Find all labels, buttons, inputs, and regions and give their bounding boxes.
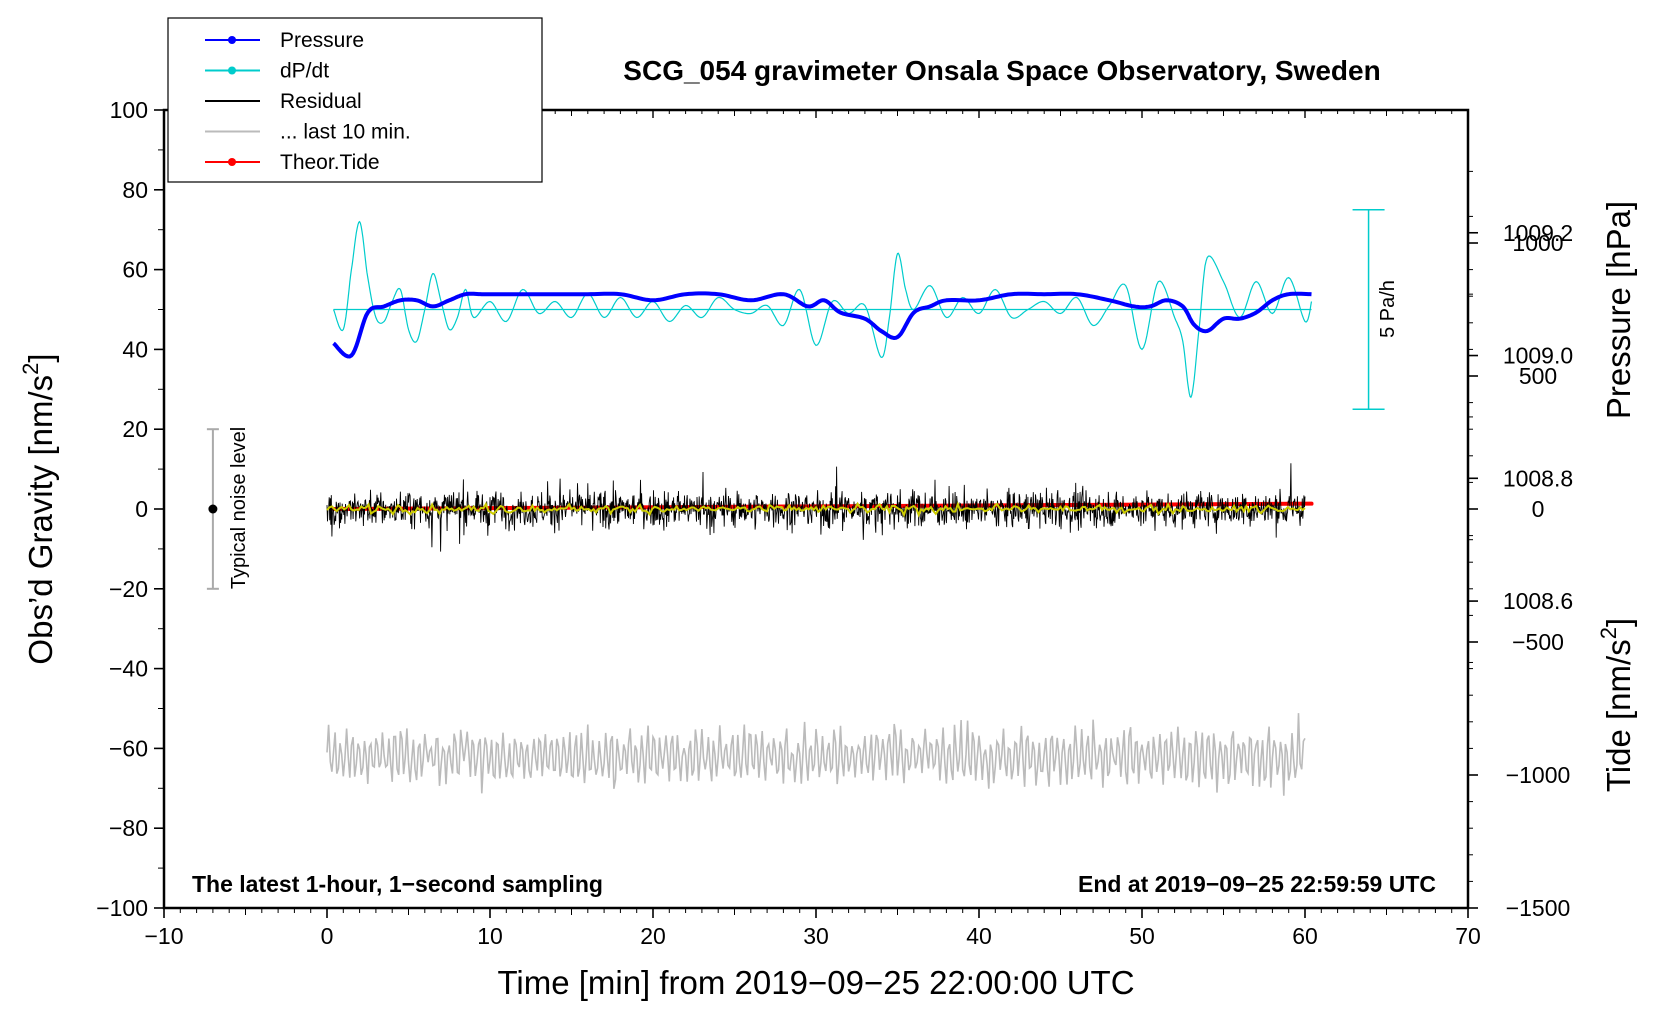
- pressure-series: [332, 291, 1313, 359]
- last-10-min-series: [326, 713, 1306, 796]
- pressure-tick-label: 1008.8: [1503, 465, 1573, 491]
- legend-label: dP/dt: [280, 60, 329, 83]
- y-left-tick-label: 20: [122, 416, 148, 442]
- legend-label: Pressure: [280, 29, 364, 52]
- chart-title: SCG_054 gravimeter Onsala Space Observat…: [623, 55, 1380, 86]
- sampling-note: The latest 1-hour, 1−second sampling: [192, 871, 603, 897]
- tide-tick-label: −1500: [1506, 895, 1571, 921]
- legend-marker: [228, 36, 236, 44]
- legend-marker: [228, 66, 236, 75]
- x-axis-label: Time [min] from 2019−09−25 22:00:00 UTC: [497, 964, 1134, 1001]
- dpdt-line: [332, 220, 1313, 399]
- y-right-tide-label: Tide [nm/s2]: [1596, 618, 1637, 792]
- x-tick-label: 60: [1292, 923, 1318, 949]
- tide-tick-label: 500: [1519, 363, 1557, 389]
- dpdt-scale-label: 5 Pa/h: [1377, 280, 1399, 338]
- legend-marker: [228, 158, 236, 166]
- end-time-note: End at 2019−09−25 22:59:59 UTC: [1078, 871, 1436, 897]
- y-right-pressure-label: Pressure [hPa]: [1600, 201, 1637, 419]
- noise-bar-center-dot: [208, 504, 218, 514]
- y-left-tick-label: −40: [109, 656, 148, 682]
- tide-tick-label: −1000: [1506, 762, 1571, 788]
- y-right-axis-ticks: 1008.6 1008.8 1009.0 1009.2 −1500 −1000 −500 0 5…: [1468, 170, 1573, 921]
- x-tick-label: 20: [640, 923, 666, 949]
- x-tick-label: 10: [477, 923, 503, 949]
- pressure-tick-label: 1009.0: [1503, 343, 1573, 369]
- residual-series: [326, 463, 1306, 552]
- legend-label: Residual: [280, 90, 362, 113]
- y-left-tick-label: 0: [135, 496, 148, 522]
- noise-level-bar: [206, 428, 219, 590]
- x-tick-label: 0: [321, 923, 334, 949]
- pressure-tick-label: 1009.2: [1503, 220, 1573, 246]
- y-left-tick-label: 80: [122, 177, 148, 203]
- y-left-tick-label: −80: [109, 815, 148, 841]
- y-left-tick-label: 100: [110, 97, 148, 123]
- x-tick-label: 50: [1129, 923, 1155, 949]
- pressure-tick-label: 1008.6: [1503, 588, 1573, 614]
- y-left-tick-label: −20: [109, 576, 148, 602]
- legend-label: Theor.Tide: [280, 151, 380, 174]
- tide-tick-label: −500: [1512, 629, 1564, 655]
- y-left-tick-label: 40: [122, 336, 148, 362]
- y-left-tick-label: −100: [96, 895, 148, 921]
- y-left-axis-ticks: −100 −80 −60 −40 −20 0 20 40 60 80 100: [96, 97, 164, 921]
- x-tick-label: 70: [1455, 923, 1481, 949]
- last-10-min-line: [326, 713, 1306, 796]
- noise-label: Typical noise level: [228, 427, 250, 589]
- x-tick-label: −10: [144, 923, 183, 949]
- dpdt-series: [332, 220, 1313, 399]
- residual-line: [326, 463, 1306, 552]
- residual-smoothed-line: [326, 501, 1306, 518]
- legend: Pressure dP/dt Residual ... last 10 min. The…: [167, 17, 543, 183]
- tide-tick-label: 1000: [1512, 230, 1563, 256]
- dpdt-scale-bar: [1352, 209, 1385, 410]
- y-left-tick-label: −60: [109, 735, 148, 761]
- x-tick-label: 30: [803, 923, 829, 949]
- pressure-line: [332, 291, 1313, 359]
- y-left-axis-label: Obs’d Gravity [nm/s2]: [18, 353, 59, 664]
- tide-tick-label: 0: [1532, 496, 1545, 522]
- y-left-tick-label: 60: [122, 257, 148, 283]
- x-axis-ticks: −10 0 10 20 30 40 50 60 70: [144, 110, 1481, 949]
- legend-label: ... last 10 min.: [280, 121, 411, 144]
- x-tick-label: 40: [966, 923, 992, 949]
